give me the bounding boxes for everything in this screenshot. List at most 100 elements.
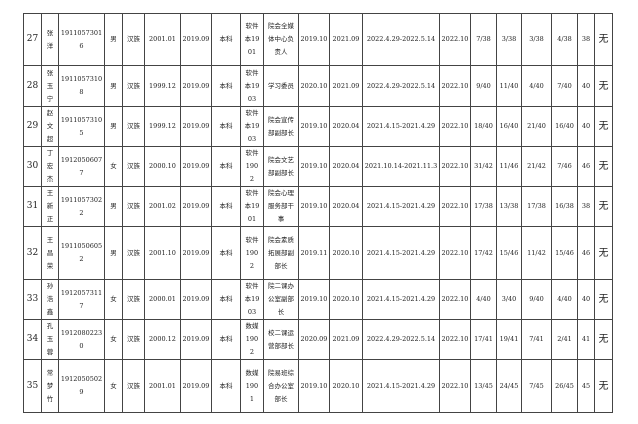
student-id: 19110573016 xyxy=(58,13,105,66)
rank-3: 21/40 xyxy=(521,106,552,147)
date-3: 2022.10 xyxy=(439,106,471,147)
date-2: 2021.09 xyxy=(329,65,363,107)
rank-2: 11/46 xyxy=(496,146,522,187)
student-name: 丁宏杰 xyxy=(41,146,59,187)
gender: 女 xyxy=(104,319,123,360)
rank-3: 21/42 xyxy=(521,146,552,187)
date-1: 2019.10 xyxy=(298,106,330,147)
education-level: 本科 xyxy=(211,279,241,320)
rank-4: 2/41 xyxy=(551,319,578,360)
rank-4: 7/46 xyxy=(551,146,578,187)
table-row: 32 王昌荣 19110506052 男汉族 2001.10 2019.09 本科 软件190… xyxy=(23,226,613,280)
student-name: 常梦竹 xyxy=(41,359,59,413)
rank-1: 17/42 xyxy=(470,226,497,280)
class-size: 38 xyxy=(577,186,595,227)
student-id: 19110573105 xyxy=(58,106,105,147)
rank-3: 3/38 xyxy=(521,13,552,66)
enrollment-date: 2019.09 xyxy=(180,319,212,360)
position: 学习委员 xyxy=(263,65,299,107)
ethnicity: 汉族 xyxy=(122,226,145,280)
education-level: 本科 xyxy=(211,106,241,147)
birth-date: 2000.12 xyxy=(144,319,181,360)
class-name: 软件1902 xyxy=(240,226,264,280)
table-row: 29 赵文超 19110573105 男汉族 1999.12 2019.09 本科 软件本19… xyxy=(23,106,613,147)
ethnicity: 汉族 xyxy=(122,13,145,66)
class-size: 46 xyxy=(577,146,595,187)
position: 院会文艺部副部长 xyxy=(263,146,299,187)
class-size: 45 xyxy=(577,359,595,413)
training-period: 2022.4.29-2022.5.14 xyxy=(362,65,440,107)
date-2: 2020.10 xyxy=(329,279,363,320)
remark: 无 xyxy=(594,106,613,147)
table-row: 30 丁宏杰 19120506077 女汉族 2000.10 2019.09 本科 软件190… xyxy=(23,146,613,187)
class-name: 软件本1903 xyxy=(240,65,264,107)
rank-2: 24/45 xyxy=(496,359,522,413)
date-3: 2022.10 xyxy=(439,186,471,227)
student-table: 27 张洋 19110573016 男汉族 2001.01 2019.09 本科 软件本190… xyxy=(23,13,613,413)
rank-1: 13/45 xyxy=(470,359,497,413)
rank-2: 15/46 xyxy=(496,226,522,280)
position: 院会素质拓展部副部长 xyxy=(263,226,299,280)
position: 院易班综合办公室部长 xyxy=(263,359,299,413)
position: 院会心理服务部干事 xyxy=(263,186,299,227)
rank-3: 7/45 xyxy=(521,359,552,413)
training-period: 2021.4.15-2021.4.29 xyxy=(362,226,440,280)
date-3: 2022.10 xyxy=(439,359,471,413)
student-id: 19120506077 xyxy=(58,146,105,187)
date-2: 2020.10 xyxy=(329,226,363,280)
class-name: 软件1902 xyxy=(240,146,264,187)
rank-1: 31/42 xyxy=(470,146,497,187)
ethnicity: 汉族 xyxy=(122,186,145,227)
student-id: 19110506052 xyxy=(58,226,105,280)
training-period: 2021.4.15-2021.4.29 xyxy=(362,186,440,227)
student-name: 王新正 xyxy=(41,186,59,227)
rank-2: 19/41 xyxy=(496,319,522,360)
rank-4: 16/38 xyxy=(551,186,578,227)
date-1: 2019.11 xyxy=(298,226,330,280)
rank-2: 3/40 xyxy=(496,279,522,320)
class-name: 数媒1901 xyxy=(240,359,264,413)
education-level: 本科 xyxy=(211,226,241,280)
student-name: 张洋 xyxy=(41,13,59,66)
table-row: 27 张洋 19110573016 男汉族 2001.01 2019.09 本科 软件本190… xyxy=(23,13,613,66)
training-period: 2021.10.14-2021.11.3 xyxy=(362,146,440,187)
table-row: 34 孔玉蓉 19120802230 女汉族 2000.12 2019.09 本科 数媒190… xyxy=(23,319,613,360)
row-number: 35 xyxy=(23,359,42,413)
rank-4: 26/45 xyxy=(551,359,578,413)
row-number: 29 xyxy=(23,106,42,147)
rank-4: 4/40 xyxy=(551,279,578,320)
student-name: 孔玉蓉 xyxy=(41,319,59,360)
date-3: 2022.10 xyxy=(439,65,471,107)
date-2: 2020.04 xyxy=(329,106,363,147)
training-period: 2022.4.29-2022.5.14 xyxy=(362,13,440,66)
gender: 女 xyxy=(104,359,123,413)
class-size: 40 xyxy=(577,65,595,107)
rank-1: 17/38 xyxy=(470,186,497,227)
date-2: 2020.04 xyxy=(329,146,363,187)
class-size: 40 xyxy=(577,106,595,147)
student-id: 19120505029 xyxy=(58,359,105,413)
gender: 男 xyxy=(104,106,123,147)
gender: 女 xyxy=(104,146,123,187)
training-period: 2021.4.15-2021.4.29 xyxy=(362,279,440,320)
ethnicity: 汉族 xyxy=(122,319,145,360)
ethnicity: 汉族 xyxy=(122,279,145,320)
birth-date: 2000.01 xyxy=(144,279,181,320)
training-period: 2022.4.29-2022.5.14 xyxy=(362,319,440,360)
student-name: 张玉宁 xyxy=(41,65,59,107)
rank-3: 9/40 xyxy=(521,279,552,320)
rank-1: 7/38 xyxy=(470,13,497,66)
enrollment-date: 2019.09 xyxy=(180,146,212,187)
row-number: 34 xyxy=(23,319,42,360)
rank-4: 7/40 xyxy=(551,65,578,107)
student-id: 19120573117 xyxy=(58,279,105,320)
gender: 男 xyxy=(104,13,123,66)
position: 校二课运营部部长 xyxy=(263,319,299,360)
student-id: 19110573022 xyxy=(58,186,105,227)
date-2: 2020.10 xyxy=(329,359,363,413)
date-3: 2022.10 xyxy=(439,279,471,320)
class-size: 40 xyxy=(577,279,595,320)
class-size: 41 xyxy=(577,319,595,360)
date-1: 2019.10 xyxy=(298,13,330,66)
class-size: 46 xyxy=(577,226,595,280)
